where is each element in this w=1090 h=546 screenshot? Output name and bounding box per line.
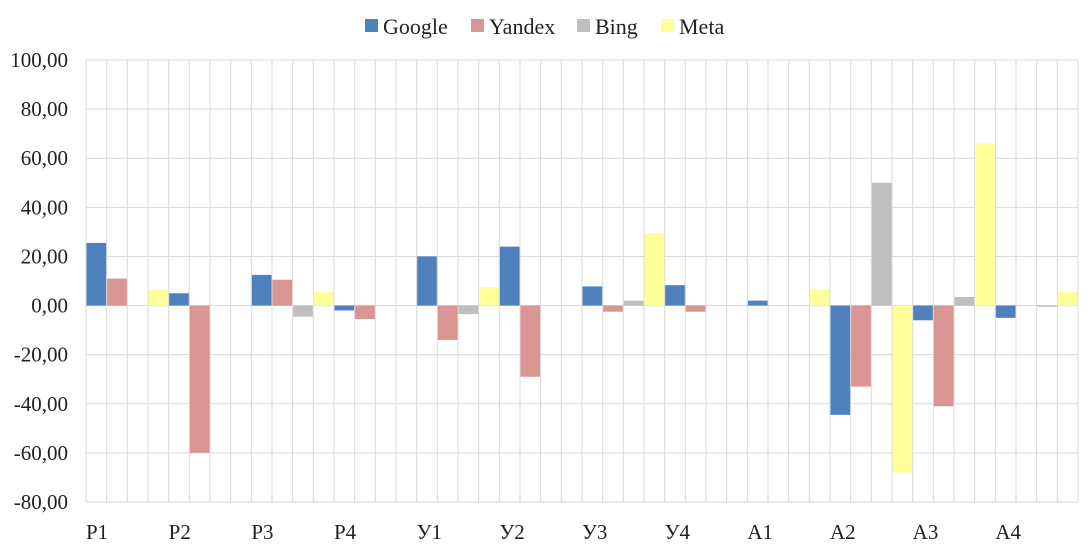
bar-google-У3 <box>582 286 603 306</box>
bar-meta-A3 <box>975 143 995 306</box>
bar-meta-У1 <box>479 287 499 306</box>
x-tick-label: P3 <box>251 520 273 544</box>
bar-yandex-P3 <box>272 279 293 306</box>
bar-meta-A2 <box>892 305 913 473</box>
legend-swatch-google <box>365 19 378 32</box>
x-tick-label: A1 <box>747 520 773 544</box>
bar-google-P3 <box>251 274 272 306</box>
bar-yandex-A2 <box>851 305 871 387</box>
x-tick-label: P1 <box>86 520 108 544</box>
bar-meta-У3 <box>644 233 665 306</box>
y-tick-label: 40,00 <box>21 195 68 219</box>
x-tick-label: У1 <box>417 520 442 544</box>
legend-label-bing: Bing <box>595 14 638 39</box>
y-tick-label: 20,00 <box>21 244 68 268</box>
bar-bing-A4 <box>1037 305 1057 307</box>
legend-swatch-yandex <box>471 19 484 32</box>
x-tick-label: A4 <box>995 520 1021 544</box>
bar-yandex-У2 <box>520 305 541 377</box>
x-tick-label: P2 <box>169 520 191 544</box>
bar-google-У1 <box>417 256 437 306</box>
bar-yandex-A3 <box>933 305 954 407</box>
legend-swatch-meta <box>661 19 674 32</box>
bar-bing-A3 <box>954 296 975 306</box>
y-tick-label: -60,00 <box>14 441 68 465</box>
x-tick-label: У2 <box>499 520 524 544</box>
bar-google-A4 <box>995 305 1016 318</box>
y-tick-label: -40,00 <box>14 392 68 416</box>
y-tick-label: -80,00 <box>14 490 68 514</box>
bar-google-P4 <box>334 305 355 311</box>
axes: 100,00 80,00 60,00 40,00 20,00 0,00 -20,00 -40,… <box>10 48 1021 544</box>
legend: Google Yandex Bing Meta <box>365 14 724 39</box>
bar-google-A2 <box>830 305 851 415</box>
bar-meta-P1 <box>148 289 169 306</box>
bars <box>86 143 1078 473</box>
bar-google-У2 <box>499 246 520 306</box>
bar-yandex-У4 <box>685 305 706 312</box>
x-tick-label: У3 <box>582 520 607 544</box>
x-tick-label: A2 <box>830 520 856 544</box>
legend-label-meta: Meta <box>679 14 724 39</box>
bar-yandex-У1 <box>437 305 458 340</box>
legend-label-yandex: Yandex <box>489 14 555 39</box>
bar-yandex-P4 <box>355 305 375 320</box>
legend-label-google: Google <box>383 14 448 39</box>
bar-meta-P3 <box>313 292 334 306</box>
y-tick-label: 80,00 <box>21 97 68 121</box>
bar-yandex-P2 <box>189 305 210 453</box>
bar-google-A1 <box>747 300 768 306</box>
bar-google-P1 <box>86 242 107 306</box>
y-tick-label: 0,00 <box>31 294 68 318</box>
bar-yandex-P1 <box>107 278 127 306</box>
bar-bing-У3 <box>623 300 644 306</box>
y-tick-label: 100,00 <box>10 48 68 72</box>
bar-meta-A4 <box>1057 292 1078 306</box>
x-tick-label: A3 <box>913 520 939 544</box>
bar-google-A3 <box>913 305 933 321</box>
bar-meta-A1 <box>809 289 830 306</box>
bar-google-У4 <box>665 285 685 306</box>
bar-bing-P3 <box>293 305 313 317</box>
y-tick-label: -20,00 <box>14 343 68 367</box>
bar-yandex-У3 <box>603 305 623 312</box>
bar-bing-У1 <box>458 305 479 315</box>
y-tick-label: 60,00 <box>21 146 68 170</box>
legend-swatch-bing <box>577 19 590 32</box>
x-tick-label: P4 <box>334 520 357 544</box>
grid <box>85 59 1079 503</box>
x-tick-label: У4 <box>665 520 691 544</box>
bar-bing-A2 <box>871 182 892 306</box>
bar-google-P2 <box>169 293 189 306</box>
